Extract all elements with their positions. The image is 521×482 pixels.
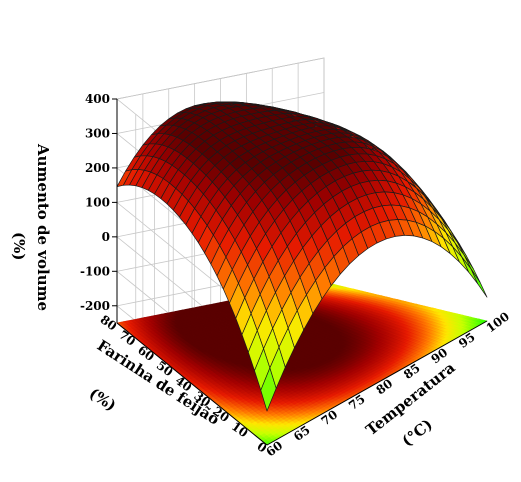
response-surface xyxy=(116,101,488,412)
y-axis-line xyxy=(116,322,268,446)
z-tick-label: 0 xyxy=(102,230,110,244)
z-tick-label: 400 xyxy=(85,92,110,106)
surface-patch xyxy=(461,256,479,285)
y-tick-label: 80 xyxy=(98,312,120,333)
z-tick-label: 300 xyxy=(85,126,110,140)
z-tick-label: -200 xyxy=(80,299,110,313)
z-tick-label: 200 xyxy=(85,161,110,175)
z-axis-title-line2: (%) xyxy=(10,232,28,260)
z-tick-label: 100 xyxy=(85,195,110,209)
y-axis-title-line2: (%) xyxy=(86,384,120,415)
x-axis-title-line2: (°C) xyxy=(398,415,436,450)
z-axis-title-line1: Aumento de volume xyxy=(34,143,52,311)
z-tick-label: -100 xyxy=(80,264,110,278)
surface-patch xyxy=(470,268,488,298)
x-axis-line xyxy=(266,320,488,446)
x-tick-label: 100 xyxy=(484,309,513,335)
